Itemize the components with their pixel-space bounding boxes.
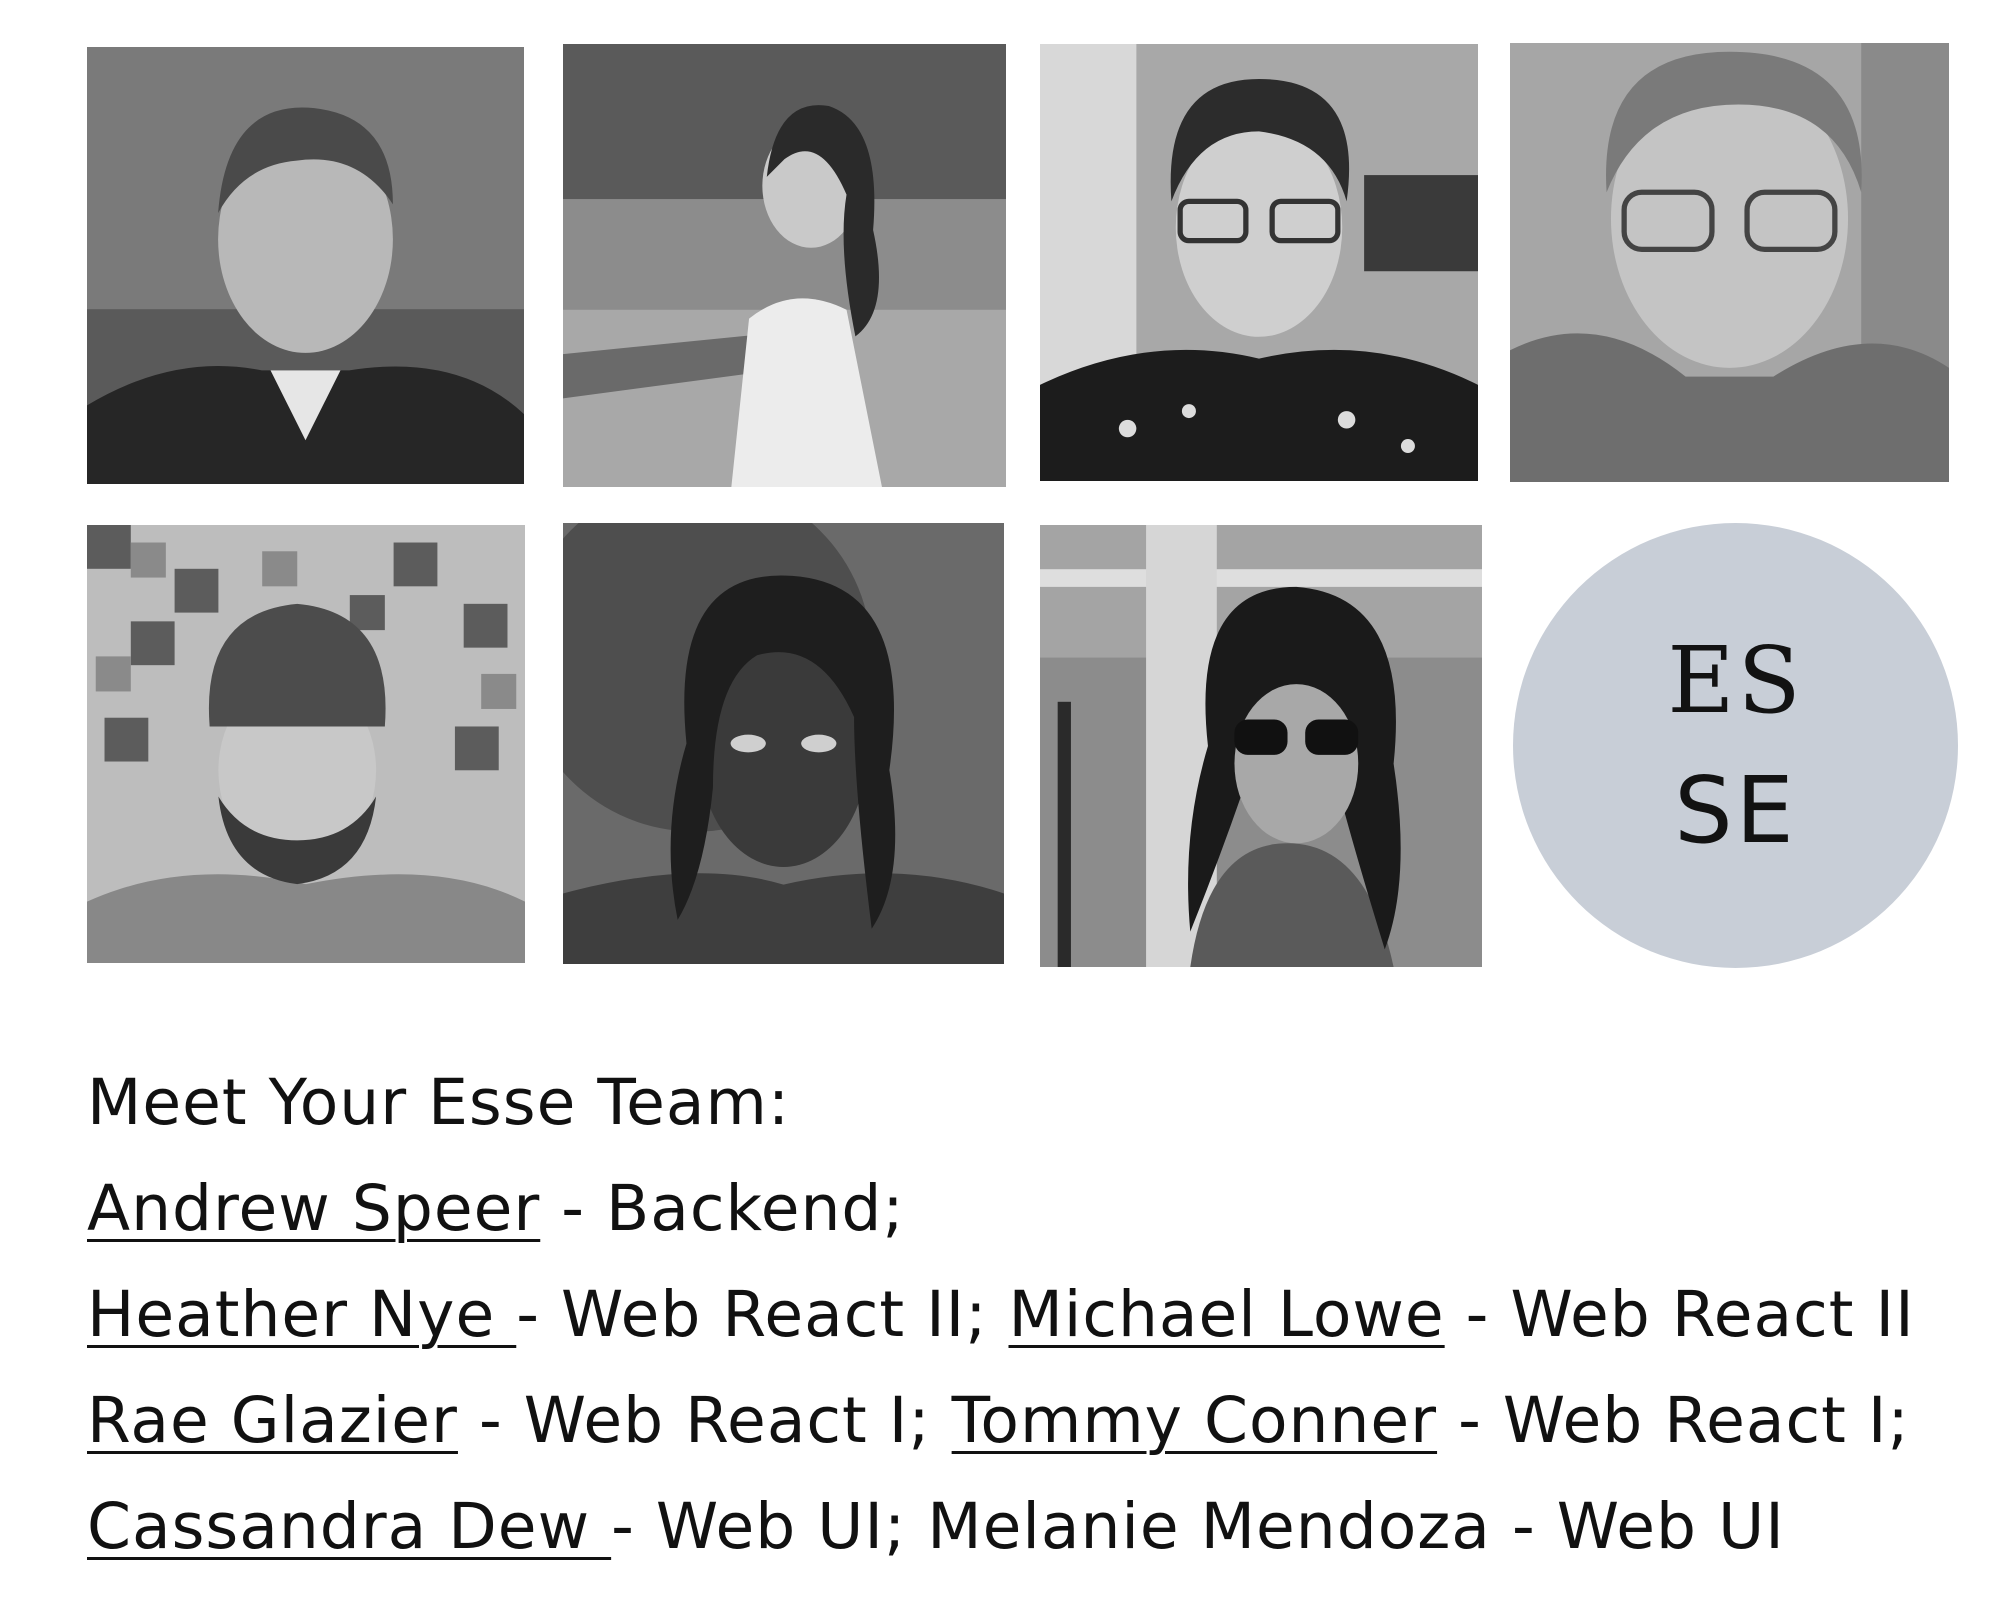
michael-lowe-link[interactable]: Michael Lowe — [1008, 1278, 1445, 1351]
person-portrait-icon — [563, 44, 1006, 487]
team-photo-2 — [563, 44, 1006, 487]
team-roster: Meet Your Esse Team: Andrew Speer - Back… — [87, 1050, 1967, 1580]
team-photo-1 — [87, 47, 524, 484]
team-photo-7 — [1040, 525, 1482, 967]
team-photo-5 — [87, 525, 525, 963]
andrew-speer-link[interactable]: Andrew Speer — [87, 1172, 541, 1245]
rae-glazier-role: - Web React I; — [457, 1384, 952, 1457]
michael-lowe-role: - Web React II — [1444, 1278, 1915, 1351]
team-row-4: Cassandra Dew - Web UI; Melanie Mendoza … — [87, 1474, 1967, 1580]
person-portrait-icon — [1040, 525, 1482, 967]
team-heading: Meet Your Esse Team: — [87, 1066, 791, 1139]
tommy-conner-role: - Web React I; — [1437, 1384, 1910, 1457]
team-row-3: Rae Glazier - Web React I; Tommy Conner … — [87, 1368, 1967, 1474]
team-photo-4 — [1510, 43, 1949, 482]
heather-nye-role: - Web React II; — [516, 1278, 1009, 1351]
person-portrait-icon — [1510, 43, 1949, 482]
person-portrait-icon — [563, 523, 1004, 964]
person-portrait-icon — [87, 47, 524, 484]
team-row-2: Heather Nye - Web React II; Michael Lowe… — [87, 1262, 1967, 1368]
tommy-conner-link[interactable]: Tommy Conner — [951, 1384, 1438, 1457]
cassandra-dew-link[interactable]: Cassandra Dew — [87, 1490, 612, 1563]
rae-glazier-link[interactable]: Rae Glazier — [87, 1384, 458, 1457]
cassandra-dew-role: - Web UI; — [611, 1490, 928, 1563]
team-photo-6 — [563, 523, 1004, 964]
person-portrait-icon — [1040, 44, 1478, 481]
heather-nye-link[interactable]: Heather Nye — [87, 1278, 517, 1351]
esse-logo: ES SE — [1513, 523, 1958, 968]
logo-line-1: ES — [1667, 627, 1804, 734]
melanie-mendoza-text: Melanie Mendoza - Web UI — [927, 1490, 1785, 1563]
team-photo-3 — [1040, 44, 1478, 481]
person-portrait-icon — [87, 525, 525, 963]
andrew-speer-role: - Backend; — [540, 1172, 905, 1245]
logo-line-2: SE — [1674, 757, 1797, 864]
team-row-1: Andrew Speer - Backend; — [87, 1156, 1967, 1262]
